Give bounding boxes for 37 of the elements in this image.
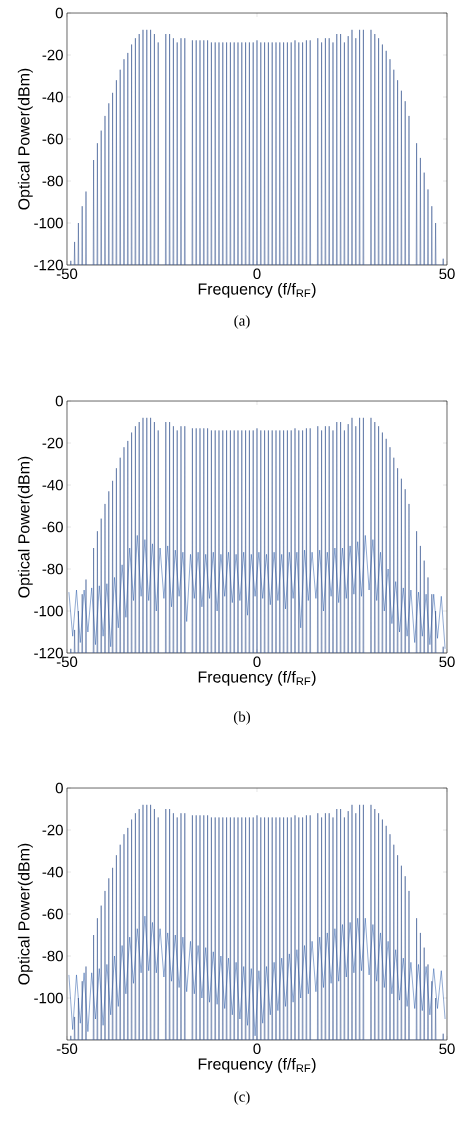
y-tick-label: -100 — [34, 217, 63, 229]
y-tick-label: -40 — [42, 91, 63, 103]
line-series — [70, 804, 444, 1041]
line-series — [70, 29, 444, 266]
x-tick-label: 0 — [253, 1043, 261, 1055]
x-tick-label: 0 — [253, 656, 261, 668]
y-tick-label: 0 — [55, 782, 63, 794]
y-tick-label: -100 — [34, 605, 63, 617]
x-tick-label: 50 — [439, 656, 455, 668]
line-series — [70, 417, 444, 654]
y-tick-label: 0 — [55, 395, 63, 407]
y-tick-label: -40 — [42, 479, 63, 491]
y-tick-label: -20 — [42, 437, 63, 449]
x-tick-label: 50 — [439, 1043, 455, 1055]
x-axis-title: Frequency (f/f$_{RF}$) — [198, 670, 316, 686]
y-tick-label: -80 — [42, 563, 63, 575]
y-tick-label: -40 — [42, 866, 63, 878]
text: (a) — [234, 315, 250, 329]
text: (c) — [234, 1091, 250, 1105]
y-tick-label: -60 — [42, 521, 63, 533]
y-axis-title: Optical Power(dBm) — [17, 456, 33, 598]
y-tick-label: -20 — [42, 824, 63, 836]
y-axis-title: Optical Power(dBm) — [17, 843, 33, 985]
x-tick-label: 0 — [253, 268, 261, 280]
y-tick-label: 0 — [55, 7, 63, 19]
y-tick-label: -60 — [42, 133, 63, 145]
y-tick-label: -80 — [42, 175, 63, 187]
y-tick-label: -100 — [34, 992, 63, 1004]
x-axis-title: Frequency (f/f$_{RF}$) — [198, 282, 316, 298]
y-axis-title: Optical Power(dBm) — [17, 68, 33, 210]
y-tick-label: -60 — [42, 908, 63, 920]
text: (b) — [233, 711, 251, 725]
y-tick-label: -20 — [42, 49, 63, 61]
x-tick-label: 50 — [439, 268, 455, 280]
x-axis-title: Frequency (f/f$_{RF}$) — [198, 1057, 316, 1073]
x-tick-label: -50 — [56, 1043, 78, 1055]
y-tick-label: -80 — [42, 950, 63, 962]
